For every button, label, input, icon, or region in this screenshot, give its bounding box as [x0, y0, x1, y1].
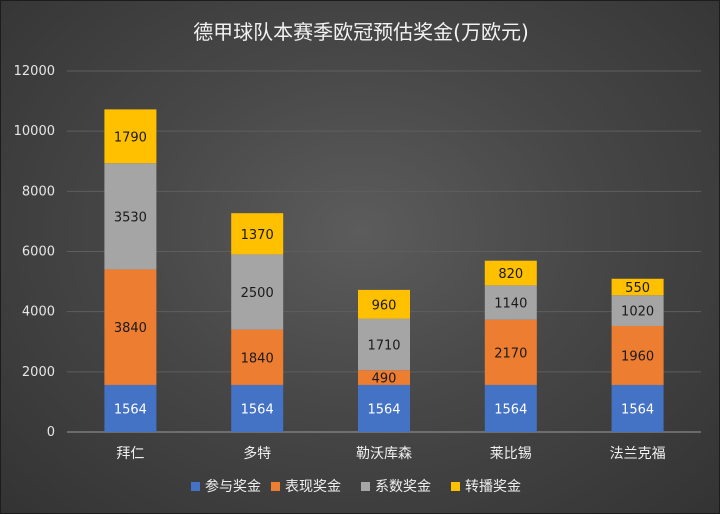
- legend: 参与奖金 表现奖金 系数奖金 转播奖金: [191, 478, 521, 495]
- bar-segment: [358, 370, 410, 385]
- bar-segment: [484, 384, 537, 432]
- bar-segment: [104, 269, 157, 385]
- bar-segment: [484, 319, 537, 385]
- data-label: 1370: [241, 228, 274, 243]
- x-tick-label: 多特: [243, 445, 271, 462]
- data-label: 1020: [621, 305, 654, 320]
- y-tick-label: 4000: [22, 305, 55, 320]
- legend-swatch: [191, 482, 200, 491]
- bar-segment: [484, 285, 537, 320]
- x-tick-label: 法兰克福: [610, 446, 666, 462]
- data-label: 3840: [114, 321, 147, 336]
- bars: 1564 3840 3530 1790 1564 1840 2500 1370 1564 490 1…: [104, 109, 664, 432]
- y-tick-label: 2000: [22, 365, 55, 380]
- bar-segment: [358, 318, 410, 371]
- bar-segment: [231, 213, 284, 255]
- data-label: 1564: [367, 402, 400, 417]
- y-tick-label: 12000: [14, 64, 55, 79]
- legend-swatch: [361, 482, 370, 491]
- legend-swatch: [271, 482, 280, 491]
- data-label: 1840: [241, 351, 274, 366]
- bar-segment: [104, 163, 157, 270]
- x-tick-label: 勒沃库森: [356, 446, 412, 462]
- bar-segment: [358, 384, 410, 432]
- legend-label: 转播奖金: [465, 478, 521, 495]
- bar-segment: [231, 384, 284, 432]
- legend-swatch: [451, 482, 460, 491]
- data-label: 960: [372, 298, 397, 313]
- y-axis: 0 2000 4000 6000 8000 10000 12000: [14, 64, 55, 440]
- bar-segment: [231, 254, 284, 330]
- data-label: 1564: [621, 402, 654, 417]
- bar-segment: [104, 109, 157, 164]
- chart-title: 德甲球队本赛季欧冠预估奖金(万欧元): [193, 20, 529, 44]
- data-label: 1564: [241, 402, 274, 417]
- data-label: 1790: [114, 130, 147, 145]
- legend-label: 系数奖金: [375, 478, 431, 495]
- bar-segment: [358, 289, 410, 319]
- bar-segment: [611, 384, 664, 432]
- data-label: 3530: [114, 210, 147, 225]
- data-label: 1710: [367, 338, 400, 353]
- data-label: 1564: [494, 402, 527, 417]
- y-tick-label: 6000: [22, 245, 55, 260]
- bar-segment: [611, 295, 664, 326]
- y-tick-label: 10000: [14, 124, 55, 139]
- y-tick-label: 8000: [22, 184, 55, 199]
- data-label: 550: [625, 281, 650, 296]
- data-label: 820: [498, 267, 523, 282]
- data-label: 1564: [114, 402, 147, 417]
- bar-segment: [611, 278, 664, 296]
- data-label: 1140: [494, 297, 527, 312]
- x-tick-label: 莱比锡: [490, 446, 532, 462]
- data-label: 2500: [241, 286, 274, 301]
- bar-segment: [484, 260, 537, 286]
- bar-segment: [104, 384, 157, 432]
- x-axis: 拜仁 多特 勒沃库森 莱比锡 法兰克福: [116, 445, 665, 462]
- legend-label: 表现奖金: [285, 478, 341, 495]
- data-label: 490: [372, 372, 397, 387]
- y-tick-label: 0: [47, 425, 55, 440]
- data-label: 1960: [621, 349, 654, 364]
- legend-label: 参与奖金: [205, 478, 261, 495]
- x-tick-label: 拜仁: [116, 446, 144, 462]
- bar-segment: [231, 329, 284, 385]
- data-label: 2170: [494, 346, 527, 361]
- bar-segment: [611, 325, 664, 385]
